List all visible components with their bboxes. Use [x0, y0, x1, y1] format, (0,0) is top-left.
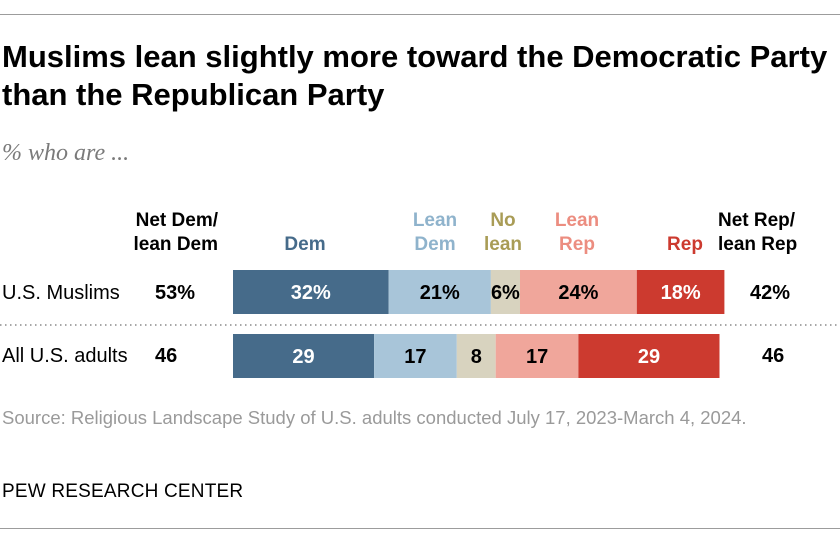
chart-title: Muslims lean slightly more toward the De… [2, 39, 828, 112]
header-lean-dem-line2: Dem [414, 234, 456, 255]
net-rep-value-all-adults: 46 [762, 345, 785, 367]
brand-name: PEW RESEARCH CENTER [2, 481, 244, 502]
header-net-dem-line1: Net Dem/ [135, 210, 218, 231]
net-dem-value-all-adults: 46 [155, 345, 178, 367]
header-net-dem: Net Dem/ lean Dem [112, 209, 218, 257]
bar-rep-muslims [636, 270, 725, 314]
bar-label-lean-rep-muslims: 24% [558, 282, 598, 304]
bar-lean-rep-muslims [520, 270, 637, 314]
header-net-rep-line2: lean Rep [718, 234, 798, 255]
bar-lean-dem-all-adults [374, 334, 457, 378]
bar-label-dem-muslims: 32% [291, 282, 331, 304]
header-no-lean-line1: No [490, 210, 516, 231]
bar-label-rep-all-adults: 29 [638, 346, 660, 368]
bar-label-rep-muslims: 18% [661, 282, 701, 304]
bar-rep-all-adults [578, 334, 720, 378]
bar-no-lean-all-adults [456, 334, 496, 378]
bar-no-lean-muslims [490, 270, 520, 314]
header-lean-rep: Lean Rep [540, 209, 614, 257]
header-rep: Rep [667, 234, 703, 255]
bar-label-lean-dem-all-adults: 17 [404, 346, 426, 368]
net-rep-value-muslims: 42% [750, 282, 791, 304]
row-separator [0, 324, 840, 326]
bar-label-dem-all-adults: 29 [292, 346, 314, 368]
header-lean-rep-line2: Rep [559, 234, 595, 255]
header-lean-rep-line1: Lean [554, 210, 600, 231]
header-no-lean-line2: lean [483, 234, 523, 255]
source-note: Source: Religious Landscape Study of U.S… [2, 407, 747, 428]
bottom-rule [0, 528, 840, 529]
header-lean-dem: Lean Dem [398, 209, 472, 257]
net-dem-value-muslims: 53% [155, 282, 196, 304]
row-label-muslims: U.S. Muslims [2, 282, 120, 304]
header-lean-dem-line1: Lean [412, 210, 458, 231]
top-rule [0, 14, 840, 15]
bar-dem-all-adults [233, 334, 375, 378]
bar-lean-rep-all-adults [495, 334, 579, 378]
bar-label-no-lean-all-adults: 8 [471, 346, 482, 368]
chart-subtitle: % who are ... [2, 140, 130, 166]
header-dem: Dem [284, 234, 326, 255]
bar-label-no-lean-muslims: 6% [491, 282, 520, 304]
row-label-all-adults: All U.S. adults [2, 345, 128, 367]
header-no-lean: No lean [480, 209, 526, 257]
bar-dem-muslims [233, 270, 389, 314]
header-net-rep: Net Rep/ lean Rep [718, 209, 830, 257]
bar-lean-dem-muslims [388, 270, 491, 314]
bar-label-lean-dem-muslims: 21% [420, 282, 460, 304]
header-net-rep-line1: Net Rep/ [718, 210, 796, 231]
bar-label-lean-rep-all-adults: 17 [526, 346, 548, 368]
header-net-dem-line2: lean Dem [133, 234, 218, 255]
